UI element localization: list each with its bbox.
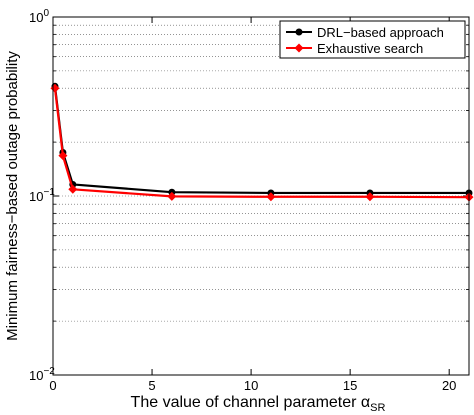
legend-marker-drl — [295, 28, 303, 36]
y-tick-label: 100 — [29, 8, 49, 25]
legend-label-exhaustive: Exhaustive search — [317, 41, 423, 56]
x-axis-label: The value of channel parameter αSR — [131, 394, 386, 414]
plot-frame — [52, 16, 470, 376]
y-gridlines — [53, 24, 469, 322]
x-tick-label: 15 — [343, 378, 357, 393]
x-axis-label-main: The value of channel parameter α — [131, 394, 371, 411]
data-point-exhaustive — [167, 191, 177, 201]
x-axis-label-subscript: SR — [370, 402, 385, 414]
x-tick-label: 20 — [442, 378, 456, 393]
y-axis-label: Minimum fairness−based outage probabilit… — [4, 51, 21, 341]
legend-marker-exhaustive — [294, 43, 304, 53]
x-tick-label: 10 — [244, 378, 258, 393]
data-point-exhaustive — [365, 192, 375, 202]
data-point-exhaustive — [58, 151, 68, 161]
legend: DRL−based approach Exhaustive search — [279, 20, 466, 59]
y-tick-label: 10−1 — [29, 187, 55, 204]
x-tick-label: 5 — [148, 378, 155, 393]
legend-label-drl: DRL−based approach — [317, 25, 444, 40]
data-point-exhaustive — [68, 184, 78, 194]
legend-box — [279, 20, 466, 59]
data-point-exhaustive — [266, 192, 276, 202]
x-tick-label: 0 — [49, 378, 56, 393]
y-tick-label: 10−2 — [29, 366, 55, 383]
